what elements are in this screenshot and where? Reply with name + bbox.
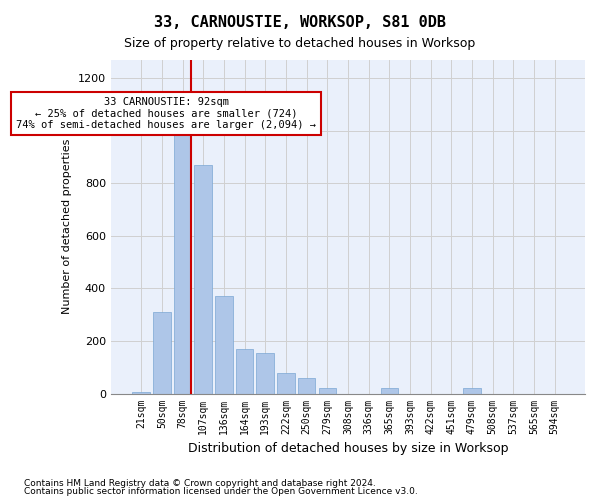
X-axis label: Distribution of detached houses by size in Worksop: Distribution of detached houses by size … (188, 442, 508, 455)
Y-axis label: Number of detached properties: Number of detached properties (62, 139, 73, 314)
Bar (298, 378, 316, 394)
Bar (153, 312, 171, 394)
Bar (215, 296, 233, 394)
Text: Contains HM Land Registry data © Crown copyright and database right 2024.: Contains HM Land Registry data © Crown c… (24, 478, 376, 488)
Bar (174, 131, 191, 394)
Bar (133, 392, 150, 394)
Bar (256, 353, 274, 394)
Bar (277, 372, 295, 394)
Bar (380, 388, 398, 394)
Bar (463, 388, 481, 394)
Text: 33, CARNOUSTIE, WORKSOP, S81 0DB: 33, CARNOUSTIE, WORKSOP, S81 0DB (154, 15, 446, 30)
Text: Contains public sector information licensed under the Open Government Licence v3: Contains public sector information licen… (24, 488, 418, 496)
Bar (319, 388, 336, 394)
Text: 33 CARNOUSTIE: 92sqm
← 25% of detached houses are smaller (724)
74% of semi-deta: 33 CARNOUSTIE: 92sqm ← 25% of detached h… (16, 97, 316, 130)
Bar (194, 165, 212, 394)
Text: Size of property relative to detached houses in Worksop: Size of property relative to detached ho… (124, 38, 476, 51)
Bar (236, 349, 253, 394)
